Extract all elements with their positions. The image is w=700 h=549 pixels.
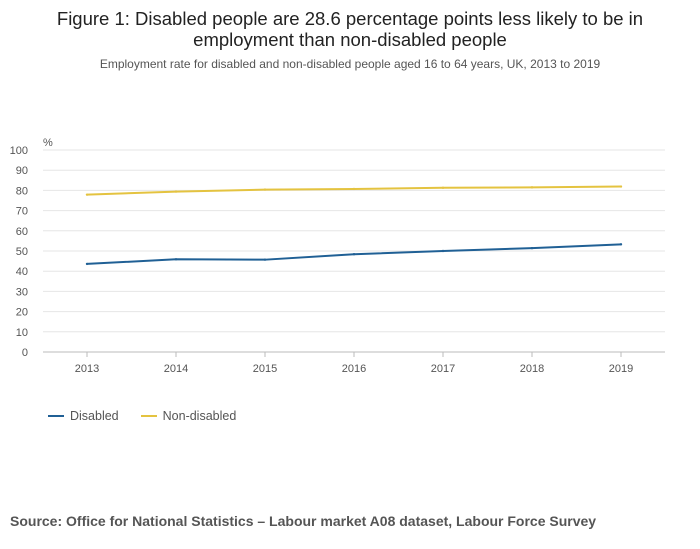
- data-point-disabled[interactable]: [263, 258, 267, 261]
- y-axis-label: %: [43, 137, 53, 149]
- y-tick-label: 10: [16, 327, 28, 339]
- legend-label-non-disabled: Non-disabled: [162, 409, 237, 423]
- data-point-disabled[interactable]: [85, 262, 89, 266]
- data-point-disabled[interactable]: [619, 243, 623, 246]
- data-point-non-disabled[interactable]: [85, 193, 89, 196]
- y-tick-label: 70: [16, 206, 28, 218]
- legend-item-non-disabled[interactable]: Non-disabled: [140, 409, 237, 423]
- y-tick-label: 20: [16, 307, 28, 319]
- y-tick-label: 0: [22, 347, 28, 359]
- x-tick-label: 2017: [431, 363, 455, 375]
- legend-swatch-non-disabled: [140, 415, 157, 417]
- legend-item-disabled[interactable]: Disabled: [48, 409, 119, 423]
- data-point-non-disabled[interactable]: [352, 187, 356, 191]
- y-tick-label: 60: [16, 226, 28, 238]
- data-point-non-disabled[interactable]: [441, 186, 445, 189]
- data-point-disabled[interactable]: [352, 253, 356, 256]
- source-note: Source: Office for National Statistics –…: [10, 513, 597, 529]
- y-tick-label: 40: [16, 266, 28, 278]
- data-point-disabled[interactable]: [441, 249, 445, 253]
- legend: Disabled Non-disabled: [48, 409, 258, 423]
- y-tick-label: 50: [16, 246, 28, 258]
- legend-label-disabled: Disabled: [70, 409, 119, 423]
- data-point-non-disabled[interactable]: [530, 186, 534, 189]
- x-tick-label: 2018: [520, 363, 544, 375]
- legend-swatch-disabled: [48, 415, 64, 417]
- y-tick-label: 80: [16, 185, 28, 197]
- x-tick-label: 2014: [164, 363, 188, 375]
- x-tick-label: 2013: [75, 363, 99, 375]
- data-point-non-disabled[interactable]: [174, 190, 178, 193]
- data-point-non-disabled[interactable]: [619, 185, 623, 188]
- y-tick-label: 100: [10, 145, 28, 157]
- y-tick-label: 90: [16, 165, 28, 177]
- chart-title: Figure 1: Disabled people are 28.6 perce…: [56, 8, 644, 50]
- data-point-non-disabled[interactable]: [263, 188, 267, 191]
- x-tick-label: 2019: [609, 363, 633, 375]
- data-point-disabled[interactable]: [530, 246, 534, 250]
- chart-subtitle: Employment rate for disabled and non-dis…: [99, 57, 601, 71]
- y-tick-label: 30: [16, 286, 28, 298]
- x-tick-label: 2015: [253, 363, 277, 375]
- x-tick-label: 2016: [342, 363, 366, 375]
- data-point-disabled[interactable]: [174, 258, 178, 261]
